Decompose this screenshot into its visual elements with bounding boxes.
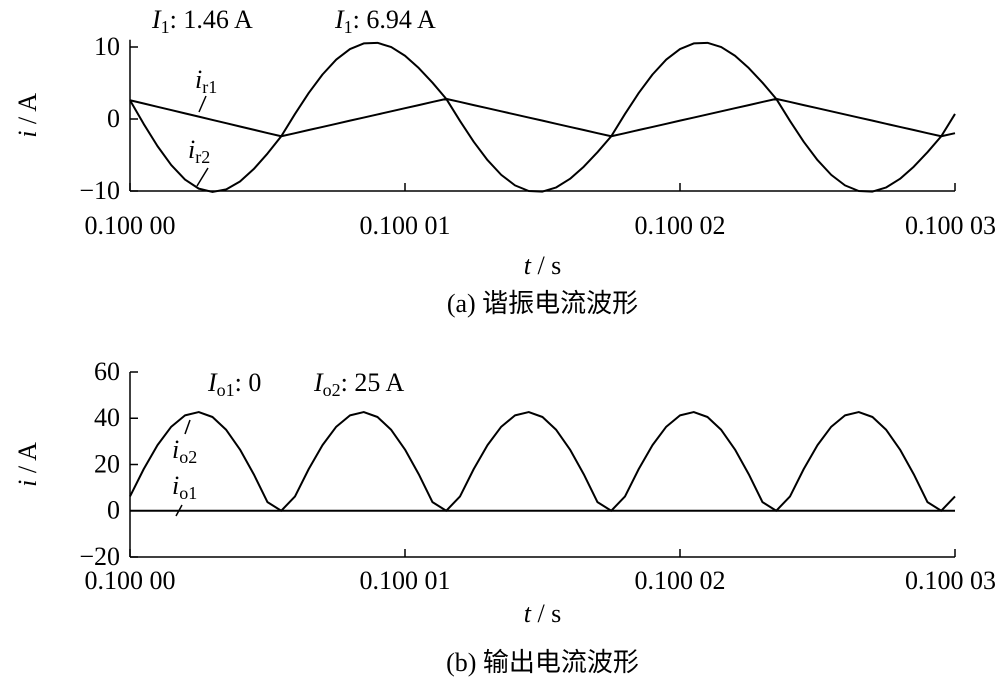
label-pointer — [196, 167, 209, 187]
annotation: Io2: 25 A — [313, 368, 404, 400]
y-axis-label: i / A — [13, 442, 42, 487]
x-axis-label: t / s — [524, 599, 562, 628]
y-tick-label: 60 — [94, 357, 120, 386]
x-tick-label: 0.100 02 — [635, 211, 726, 240]
x-tick-label: 0.100 03 — [905, 566, 996, 595]
y-tick-label: −10 — [79, 176, 120, 205]
series-label: ir2 — [188, 135, 210, 167]
x-tick-label: 0.100 01 — [360, 566, 451, 595]
y-tick-label: −20 — [79, 542, 120, 571]
y-tick-label: 0 — [107, 104, 120, 133]
x-tick-label: 0.100 00 — [85, 566, 176, 595]
y-tick-label: 20 — [94, 449, 120, 478]
x-tick-label: 0.100 03 — [905, 211, 996, 240]
annotation: I1: 6.94 A — [334, 5, 436, 37]
series-label: ir1 — [195, 65, 217, 97]
label-pointer — [184, 419, 191, 435]
caption: (a) 谐振电流波形 — [447, 289, 638, 318]
x-axis-label: t / s — [524, 251, 562, 280]
caption: (b) 输出电流波形 — [446, 648, 639, 677]
annotation: Io1: 0 — [207, 368, 261, 400]
series-line — [129, 97, 956, 193]
y-tick-label: 0 — [107, 496, 120, 525]
series-label: io2 — [172, 435, 197, 467]
label-pointer — [198, 95, 207, 113]
annotation: I1: 1.46 A — [151, 5, 253, 37]
series-line — [129, 41, 956, 138]
x-tick-label: 0.100 01 — [360, 211, 451, 240]
label-pointer — [175, 504, 183, 517]
series-label: io1 — [172, 471, 197, 503]
series-line — [129, 411, 956, 512]
x-tick-label: 0.100 00 — [85, 211, 176, 240]
x-tick-label: 0.100 02 — [635, 566, 726, 595]
y-tick-label: 10 — [94, 32, 120, 61]
y-tick-label: 40 — [94, 403, 120, 432]
y-axis-label: i / A — [13, 93, 42, 138]
